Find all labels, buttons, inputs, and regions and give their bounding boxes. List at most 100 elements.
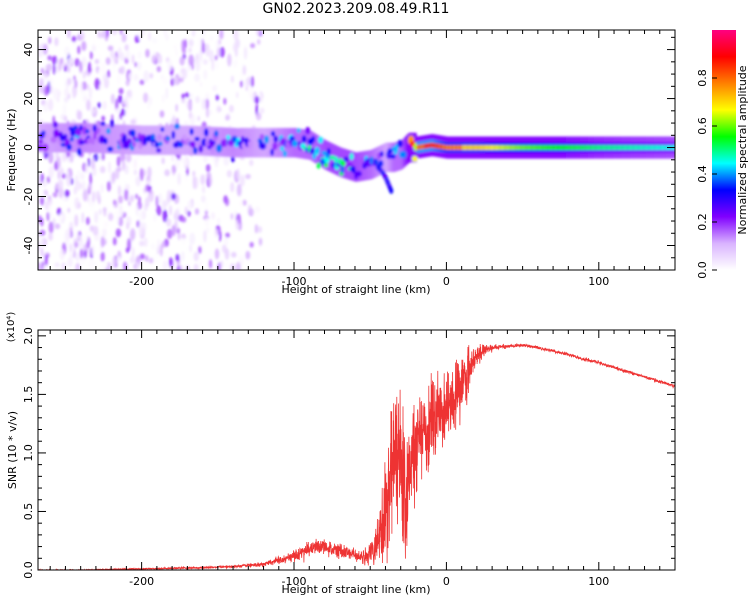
ridge-halo: [397, 141, 400, 171]
noise-blob: [92, 34, 97, 47]
noise-blob: [49, 85, 53, 94]
noise-blob: [211, 58, 215, 71]
noise-blob: [61, 262, 66, 270]
noise-blob: [143, 237, 148, 248]
ridge-halo: [252, 127, 255, 158]
noise-blob: [84, 229, 89, 242]
noise-blob: [193, 176, 199, 190]
ridge-halo: [117, 124, 120, 154]
noise-blob: [143, 70, 150, 83]
noise-blob: [91, 190, 96, 203]
noise-blob: [205, 227, 210, 234]
ridge-halo: [353, 152, 356, 182]
ridge-halo: [176, 125, 180, 155]
noise-blob: [106, 69, 111, 78]
ridge-blob: [53, 129, 60, 138]
ridge-blob: [66, 143, 72, 151]
noise-blob: [67, 30, 71, 39]
noise-blob: [166, 59, 173, 72]
noise-blob: [249, 159, 254, 167]
ridge-blob: [75, 128, 82, 137]
noise-blob: [135, 176, 141, 187]
snr-series-line: [38, 342, 675, 570]
ridge-blob: [223, 138, 228, 147]
noise-blob: [137, 44, 142, 51]
ridge-halo: [111, 124, 114, 154]
noise-blob: [153, 252, 159, 264]
ridge-blob: [247, 140, 253, 149]
ridge-halo: [319, 137, 322, 167]
noise-blob: [233, 30, 239, 41]
noise-blob: [165, 33, 169, 42]
noise-blob: [136, 61, 142, 71]
colorbar-gradient: [712, 30, 736, 270]
ridge-blob: [379, 150, 384, 158]
noise-blob: [108, 213, 114, 221]
noise-blob: [92, 261, 97, 268]
noise-blob: [181, 93, 185, 99]
ridge-blob: [296, 128, 301, 133]
noise-blob: [107, 174, 111, 181]
noise-blob: [77, 45, 81, 55]
noise-blob: [102, 262, 108, 269]
noise-blob: [64, 46, 70, 57]
spectrogram-x-tick-label: -200: [129, 275, 154, 288]
noise-blob: [169, 111, 174, 119]
snr-x-label: Height of straight line (km): [281, 583, 430, 596]
noise-blob: [130, 194, 134, 203]
ridge-halo: [162, 125, 165, 155]
noise-blob: [163, 30, 167, 37]
noise-blob: [182, 47, 186, 55]
noise-blob: [81, 81, 87, 91]
ridge-blob: [69, 136, 74, 142]
noise-blob: [112, 237, 117, 246]
noise-blob: [132, 240, 137, 248]
noise-blob: [105, 57, 111, 65]
ridge-halo: [311, 131, 314, 161]
ridge-blob: [156, 133, 163, 141]
ridge-blob: [351, 165, 356, 174]
noise-blob: [46, 63, 53, 72]
noise-blob: [204, 43, 209, 51]
noise-blob: [124, 44, 129, 51]
noise-blob: [179, 56, 185, 66]
noise-blob: [161, 157, 165, 165]
noise-blob: [56, 156, 61, 170]
noise-blob: [39, 196, 45, 206]
noise-blob: [162, 209, 168, 223]
noise-blob: [182, 68, 188, 80]
noise-blob: [155, 195, 159, 208]
noise-blob: [139, 79, 145, 85]
noise-blob: [204, 198, 209, 212]
noise-blob: [77, 110, 83, 121]
noise-blob: [59, 248, 65, 261]
noise-blob: [217, 261, 221, 270]
ridge-halo: [276, 127, 280, 158]
snr-y-tick-label: 1.5: [22, 386, 35, 404]
ridge-halo: [112, 124, 115, 154]
noise-blob: [74, 241, 79, 248]
ridge-halo: [270, 127, 274, 158]
ridge-blob: [282, 150, 287, 158]
noise-blob: [188, 54, 194, 67]
noise-blob: [113, 267, 118, 270]
noise-blob: [171, 154, 175, 162]
noise-blob: [72, 87, 76, 99]
noise-blob: [89, 172, 93, 185]
noise-blob: [247, 76, 251, 87]
noise-blob: [91, 108, 96, 114]
noise-blob: [162, 199, 167, 210]
snr-y-scale-label: (x10⁴): [6, 312, 17, 343]
noise-blob: [208, 109, 213, 116]
tail-blob: [389, 187, 394, 194]
noise-blob: [97, 102, 102, 109]
noise-blob: [43, 85, 49, 97]
noise-blob: [178, 72, 184, 79]
noise-blob: [223, 155, 230, 166]
colorbar-tick-label: 0.2: [696, 213, 709, 231]
noise-blob: [101, 152, 105, 161]
noise-blob: [232, 42, 238, 53]
ridge-blob: [329, 155, 336, 160]
noise-blob: [197, 37, 203, 50]
noise-blob: [134, 193, 139, 200]
